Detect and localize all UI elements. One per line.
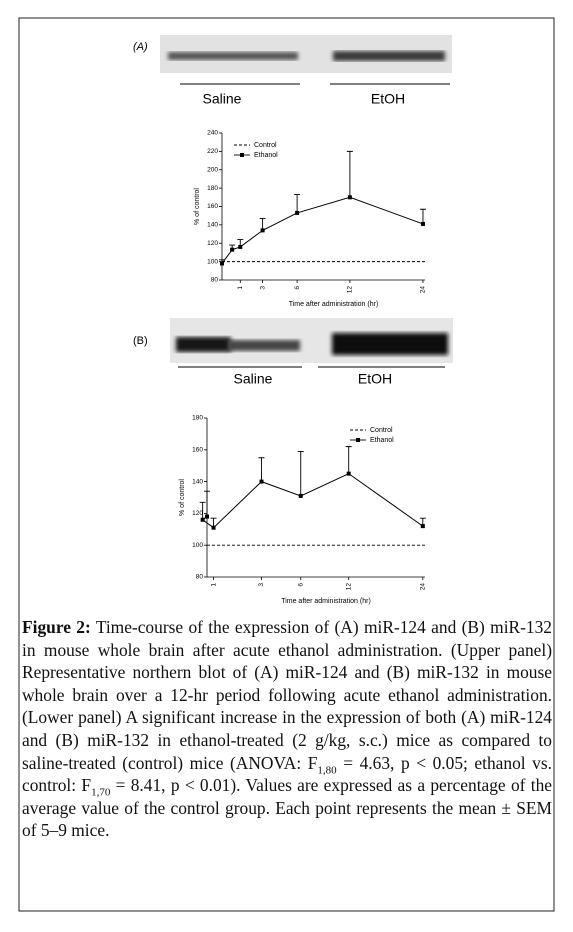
- y-tick-label: 80: [211, 277, 219, 284]
- error-bar: [204, 490, 210, 517]
- x-tick-label: 3: [258, 583, 265, 587]
- blot-label: Saline: [234, 371, 273, 387]
- blot-band: [333, 51, 445, 61]
- blot-label: EtOH: [371, 91, 405, 107]
- error-bar: [345, 446, 352, 474]
- error-bar: [297, 450, 304, 496]
- point: [211, 525, 216, 530]
- caption-text: Time-course of the expression of (A) miR…: [22, 617, 552, 773]
- y-tick-label: 180: [207, 185, 218, 192]
- y-tick-label: 100: [207, 258, 218, 265]
- y-tick-label: 120: [207, 240, 218, 247]
- point: [295, 210, 300, 215]
- x-axis-label: Time after administration (hr): [289, 301, 379, 308]
- caption-subscript: 1,70: [91, 786, 111, 799]
- blot-band: [332, 333, 448, 355]
- blot-band: [168, 52, 298, 60]
- point: [238, 244, 243, 249]
- y-tick-label: 220: [207, 148, 218, 155]
- legend-label: Control: [254, 142, 277, 149]
- point: [220, 261, 224, 266]
- point: [298, 493, 303, 498]
- y-tick-label: 180: [192, 415, 203, 422]
- x-tick-label: 1: [237, 286, 244, 290]
- y-tick-label: 80: [196, 574, 204, 581]
- x-axis-label: Time after administration (hr): [281, 598, 371, 605]
- caption-subscript: 1,80: [317, 764, 337, 777]
- legend-label: Control: [370, 427, 393, 434]
- series-line: [221, 196, 424, 264]
- point: [420, 524, 425, 529]
- y-axis-label: % of control: [179, 479, 186, 516]
- y-tick-label: 140: [192, 478, 203, 485]
- error-bar: [199, 501, 206, 520]
- point: [230, 247, 235, 252]
- y-tick-label: 240: [207, 130, 218, 137]
- y-tick-label: 200: [207, 166, 218, 173]
- blot-label: EtOH: [358, 371, 392, 387]
- panel-label: (B): [133, 335, 148, 347]
- x-tick-label: 12: [347, 286, 354, 294]
- point: [200, 517, 205, 522]
- blot-band: [176, 337, 231, 352]
- y-tick-label: 120: [192, 510, 203, 517]
- blot-band: [228, 340, 300, 351]
- point: [346, 471, 351, 476]
- legend-label: Ethanol: [370, 437, 394, 444]
- caption: Figure 2: Time-course of the expression …: [22, 616, 552, 842]
- panel-label: (A): [133, 41, 148, 53]
- caption-label: Figure 2:: [22, 617, 91, 637]
- point: [259, 479, 264, 484]
- x-tick-label: 24: [420, 583, 427, 591]
- y-tick-label: 140: [207, 222, 218, 229]
- error-bar: [294, 194, 301, 213]
- series-line: [201, 473, 424, 529]
- x-tick-label: 1: [210, 583, 217, 587]
- x-tick-label: 24: [420, 286, 427, 294]
- blot-label: Saline: [203, 91, 242, 107]
- x-tick-label: 12: [345, 583, 352, 591]
- frame: [18, 17, 555, 912]
- point: [420, 221, 425, 226]
- y-tick-label: 160: [192, 447, 203, 454]
- legend-marker: [356, 438, 360, 442]
- y-axis-label: % of control: [194, 188, 201, 225]
- error-bar: [346, 150, 353, 198]
- legend-marker: [240, 153, 244, 157]
- caption-text: = 8.41, p < 0.01). Values are expressed …: [22, 775, 552, 841]
- y-tick-label: 100: [192, 542, 203, 549]
- x-tick-label: 6: [297, 583, 304, 587]
- caption-text: = 4.63, p < 0.05; ethanol vs. control: F: [22, 752, 552, 796]
- point: [260, 228, 265, 233]
- x-tick-label: 6: [294, 286, 301, 290]
- point: [205, 514, 209, 519]
- y-tick-label: 160: [207, 203, 218, 210]
- point: [347, 195, 352, 200]
- legend-label: Ethanol: [254, 152, 278, 159]
- x-tick-label: 3: [259, 286, 266, 290]
- error-bar: [258, 457, 265, 482]
- error-bar: [419, 208, 426, 224]
